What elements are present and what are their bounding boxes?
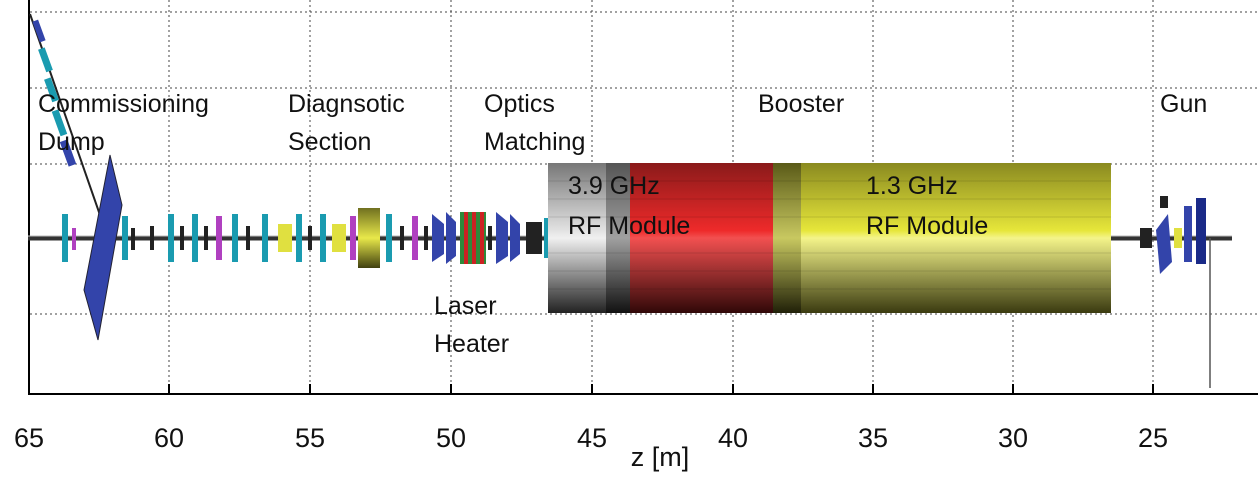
tick-label: 60: [154, 423, 184, 453]
rf-module-3-9ghz: [548, 163, 775, 313]
gun-label: Gun: [1160, 90, 1207, 118]
gun-elements: [1140, 196, 1211, 388]
tick-label: 45: [577, 423, 607, 453]
dump-dipole: [29, 13, 123, 341]
x-axis: 65 60 55 50 45 40 35 30 25 z [m]: [14, 0, 1258, 472]
rf-13-label-line1: 1.3 GHz: [866, 172, 958, 200]
optics-matching-label-line1: Optics: [484, 90, 555, 118]
tick-label: 30: [998, 423, 1028, 453]
section-labels: Commissioning Dump Diagnsotic Section Op…: [38, 90, 1207, 358]
beamline-magnets: [62, 208, 548, 268]
commissioning-dump-label-line1: Commissioning: [38, 90, 209, 118]
rf-39-label-line1: 3.9 GHz: [568, 172, 660, 200]
laser-heater-label-line2: Heater: [434, 330, 509, 358]
tick-label: 35: [858, 423, 888, 453]
x-axis-label: z [m]: [631, 442, 690, 472]
tick-label: 55: [295, 423, 325, 453]
diagnostic-section-label-line1: Diagnsotic: [288, 90, 405, 118]
rf-39-label-line2: RF Module: [568, 212, 690, 240]
laser-heater-label-line1: Laser: [434, 292, 497, 320]
booster-label: Booster: [758, 90, 844, 118]
module-labels: 3.9 GHz RF Module 1.3 GHz RF Module: [568, 172, 988, 240]
tick-label: 50: [436, 423, 466, 453]
rf-13-label-line2: RF Module: [866, 212, 988, 240]
tick-label: 40: [718, 423, 748, 453]
optics-matching-label-line2: Matching: [484, 128, 585, 156]
diagnostic-section-label-line2: Section: [288, 128, 371, 156]
tick-label: 25: [1138, 423, 1168, 453]
rf-module-1-3ghz: [773, 163, 1111, 313]
commissioning-dump-label-line2: Dump: [38, 128, 105, 156]
tick-label: 65: [14, 423, 44, 453]
